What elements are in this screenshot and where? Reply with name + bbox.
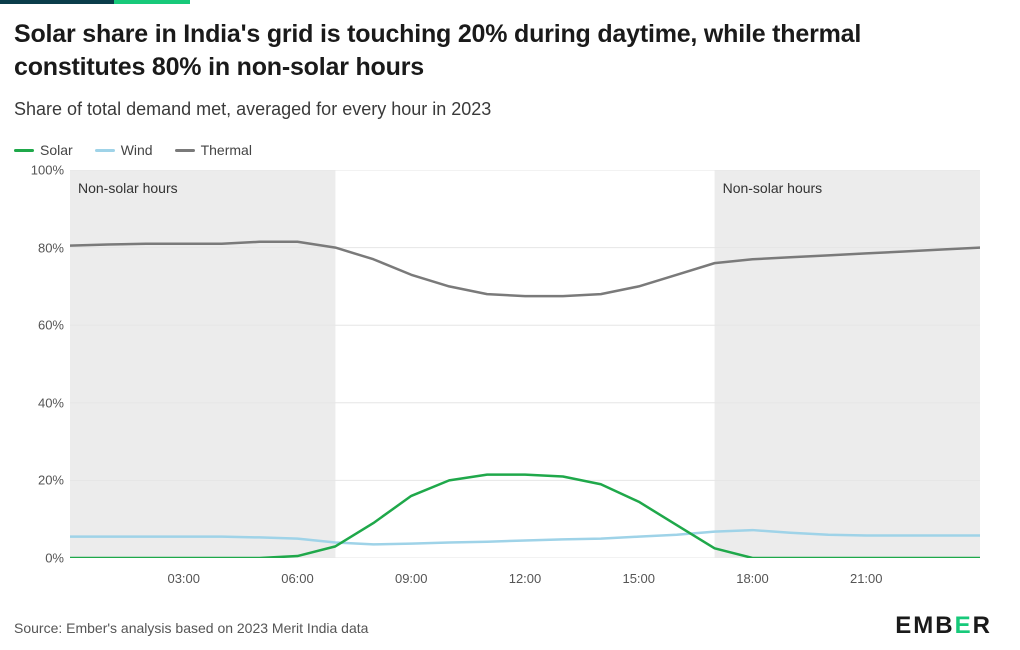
x-axis-tick: 18:00 — [736, 571, 769, 586]
x-axis-labels: 03:00 06:00 09:00 12:00 15:00 18:00 21:00 — [70, 571, 1006, 589]
chart-title: Solar share in India's grid is touching … — [14, 18, 894, 83]
y-axis-tick: 100% — [14, 163, 64, 178]
line-chart-svg — [70, 170, 980, 558]
legend: Solar Wind Thermal — [14, 142, 1006, 158]
legend-item-wind: Wind — [95, 142, 153, 158]
y-axis-tick: 20% — [14, 473, 64, 488]
y-axis-tick: 0% — [14, 551, 64, 566]
y-axis-tick: 80% — [14, 240, 64, 255]
x-axis-tick: 21:00 — [850, 571, 883, 586]
legend-swatch-solar — [14, 149, 34, 152]
legend-label: Thermal — [201, 142, 252, 158]
legend-swatch-wind — [95, 149, 115, 152]
x-axis-tick: 06:00 — [281, 571, 314, 586]
x-axis-tick: 12:00 — [509, 571, 542, 586]
legend-swatch-thermal — [175, 149, 195, 152]
y-axis-tick: 60% — [14, 318, 64, 333]
legend-label: Wind — [121, 142, 153, 158]
legend-item-solar: Solar — [14, 142, 73, 158]
chart-area: 0%20%40%60%80%100%Non-solar hoursNon-sol… — [14, 170, 1006, 589]
x-axis-tick: 15:00 — [622, 571, 655, 586]
x-axis-tick: 09:00 — [395, 571, 428, 586]
x-axis-tick: 03:00 — [167, 571, 200, 586]
legend-item-thermal: Thermal — [175, 142, 252, 158]
source-text: Source: Ember's analysis based on 2023 M… — [14, 620, 368, 636]
y-axis-tick: 40% — [14, 395, 64, 410]
chart-subtitle: Share of total demand met, averaged for … — [14, 99, 1006, 120]
brand-logo: EMBER — [895, 612, 992, 640]
region-annotation: Non-solar hours — [723, 180, 823, 196]
region-annotation: Non-solar hours — [78, 180, 178, 196]
legend-label: Solar — [40, 142, 73, 158]
